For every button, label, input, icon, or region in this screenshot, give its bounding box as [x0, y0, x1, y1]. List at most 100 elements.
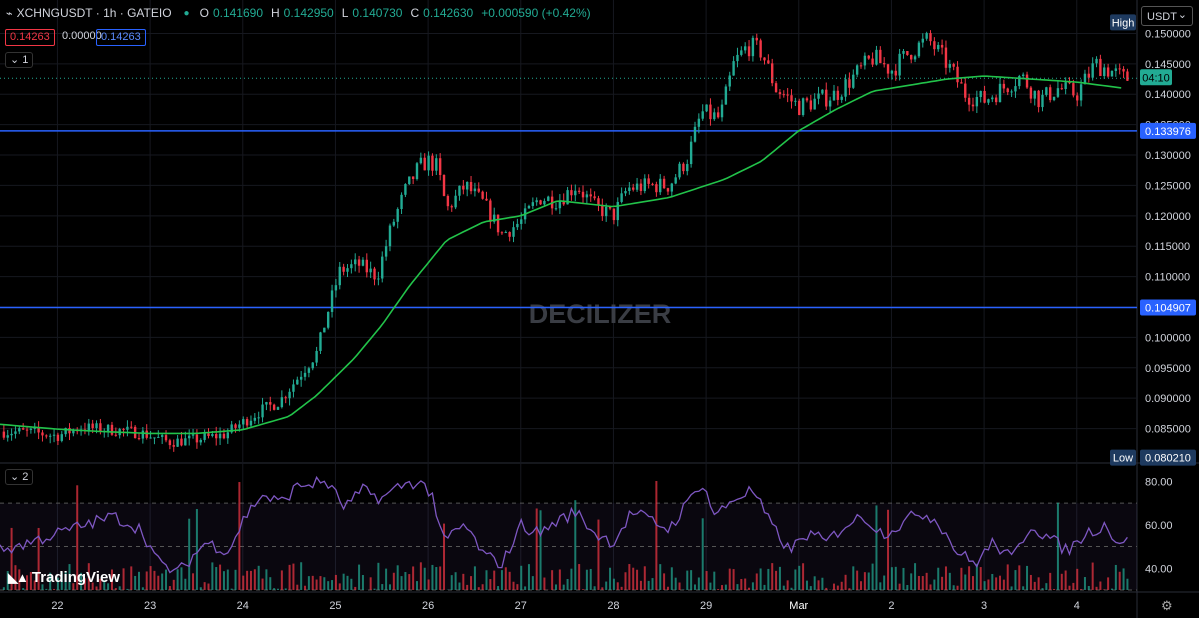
- candle-body: [1033, 90, 1036, 99]
- candle-body: [863, 55, 867, 66]
- candle-body: [635, 183, 639, 190]
- y-tick-label: 0.110000: [1145, 272, 1190, 284]
- candle-body: [666, 188, 670, 192]
- volume-bar: [740, 579, 743, 590]
- volume-bar: [636, 569, 639, 590]
- volume-bar: [215, 567, 218, 590]
- chevron-down-icon: ⌄: [10, 471, 20, 483]
- volume-bar: [863, 572, 866, 590]
- volume-bar: [582, 589, 585, 590]
- candle-body: [126, 426, 129, 430]
- volume-bar: [80, 572, 83, 590]
- candle-body: [269, 402, 272, 405]
- volume-bar: [307, 576, 310, 590]
- volume-bar: [184, 578, 187, 590]
- symbol-title[interactable]: XCHNGUSDT · 1h · GATEIO: [16, 6, 172, 20]
- candle-body: [323, 327, 326, 333]
- volume-bar: [721, 585, 724, 590]
- volume-bar: [334, 574, 337, 590]
- candle-body: [859, 65, 863, 67]
- pane1-toggle[interactable]: ⌄ 1: [5, 52, 34, 68]
- volume-bar: [222, 571, 225, 590]
- x-tick-label: 26: [422, 600, 434, 612]
- candle-body: [531, 202, 535, 206]
- candle-body: [844, 79, 847, 97]
- volume-bar: [1099, 581, 1102, 590]
- volume-bar: [890, 567, 893, 590]
- candle-body: [1025, 74, 1029, 88]
- volume-bar: [373, 588, 376, 590]
- candle-body: [894, 70, 897, 76]
- volume-bar: [45, 588, 48, 590]
- volume-bar: [705, 571, 708, 590]
- candle-body: [817, 93, 820, 99]
- volume-bar: [249, 570, 252, 590]
- candle-body: [612, 208, 616, 221]
- volume-bar: [211, 562, 214, 590]
- rsi-tick-label: 60.00: [1145, 520, 1173, 532]
- volume-bar: [1087, 586, 1090, 590]
- volume-bar: [219, 564, 222, 590]
- candle-body: [330, 290, 334, 312]
- tradingview-logo[interactable]: ◣▲ TradingView: [8, 569, 120, 586]
- candle-body: [967, 97, 971, 105]
- volume-bar: [443, 523, 446, 590]
- high-label: H: [271, 6, 280, 20]
- volume-bar: [1045, 583, 1048, 590]
- currency-label: USDT: [1147, 11, 1177, 23]
- candle-body: [280, 397, 284, 408]
- volume-bar: [1033, 581, 1036, 590]
- candle-body: [686, 164, 689, 172]
- settings-gear-icon[interactable]: ⚙: [1161, 598, 1173, 613]
- volume-bar: [960, 567, 963, 590]
- y-tick-label: 0.095000: [1145, 363, 1191, 375]
- volume-bar: [840, 581, 843, 590]
- candle-body: [689, 141, 693, 165]
- candle-body: [828, 100, 832, 107]
- volume-bar: [782, 585, 785, 590]
- volume-bar: [400, 576, 403, 590]
- candle-body: [790, 95, 793, 102]
- volume-bar: [1110, 588, 1113, 590]
- volume-bar: [551, 570, 554, 590]
- rsi-line: [0, 475, 1128, 574]
- currency-select[interactable]: USDT ⌄: [1141, 6, 1193, 26]
- volume-bar: [76, 485, 79, 590]
- volume-bar: [933, 579, 936, 590]
- volume-bar: [512, 581, 515, 590]
- pane2-label: 2: [22, 471, 29, 483]
- volume-bar: [852, 566, 855, 590]
- bid-badge[interactable]: 0.14263: [5, 29, 55, 46]
- volume-bar: [690, 570, 693, 590]
- volume-bar: [257, 565, 260, 590]
- candle-body: [303, 372, 307, 377]
- volume-bar: [145, 571, 148, 590]
- candle-body: [639, 183, 643, 192]
- candle-body: [334, 285, 338, 291]
- volume-bar: [246, 570, 249, 590]
- low-tag-label: Low: [1113, 453, 1133, 465]
- candle-body: [1014, 86, 1017, 92]
- candle-body: [697, 118, 701, 127]
- candle-body: [520, 219, 523, 224]
- candle-body: [431, 155, 434, 171]
- x-tick-label: 2: [888, 600, 894, 612]
- candle-body: [315, 350, 318, 363]
- candle-body: [446, 195, 450, 207]
- candle-body: [952, 64, 955, 67]
- x-tick-label: 22: [51, 600, 63, 612]
- pane2-toggle[interactable]: ⌄ 2: [5, 469, 34, 485]
- volume-bar: [22, 588, 25, 590]
- volume-bar: [1122, 568, 1125, 590]
- candle-body: [438, 158, 442, 175]
- candle-body: [871, 58, 874, 65]
- volume-bar: [589, 568, 592, 590]
- candle-body: [29, 428, 33, 430]
- volume-bar: [477, 587, 480, 590]
- candle-body: [423, 157, 426, 171]
- candle-body: [33, 427, 36, 429]
- ask-badge[interactable]: 0.14263: [96, 29, 146, 46]
- volume-bar: [408, 574, 411, 590]
- candle-body: [898, 53, 901, 76]
